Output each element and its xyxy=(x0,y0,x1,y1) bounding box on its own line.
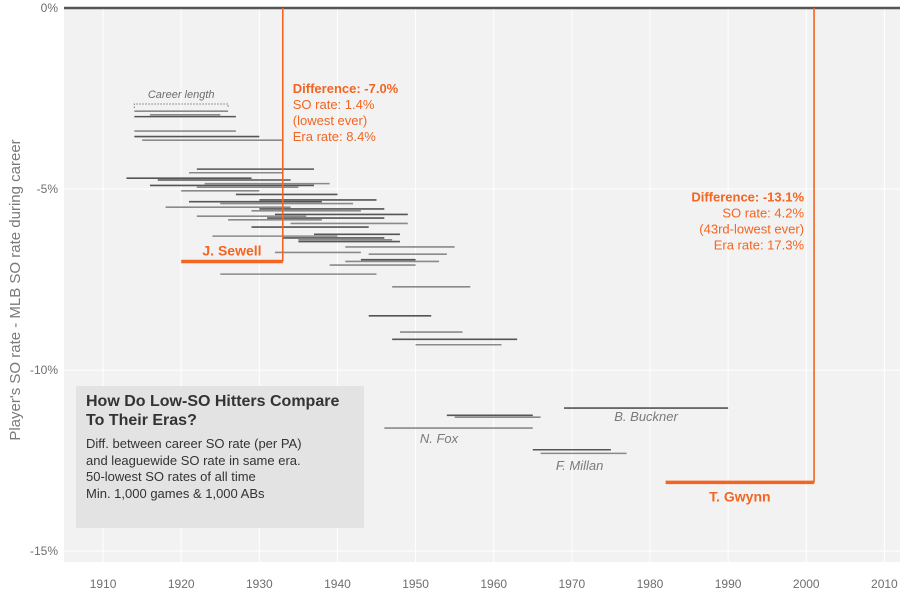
annotation-line: (43rd-lowest ever) xyxy=(699,222,804,237)
x-tick-label: 1960 xyxy=(480,577,507,591)
x-tick-label: 1930 xyxy=(246,577,273,591)
y-tick-label: -5% xyxy=(37,182,59,196)
player-name-label: B. Buckner xyxy=(614,409,678,424)
highlight-player-name: T. Gwynn xyxy=(709,488,770,504)
x-tick-label: 1910 xyxy=(90,577,117,591)
annotation-line: (lowest ever) xyxy=(293,113,367,128)
x-tick-label: 1970 xyxy=(558,577,585,591)
y-tick-label: -15% xyxy=(30,544,58,558)
y-axis-label: Player's SO rate - MLB SO rate during ca… xyxy=(7,139,24,440)
player-name-label: F. Millan xyxy=(556,458,603,473)
x-tick-label: 2010 xyxy=(871,577,898,591)
y-axis: 0% -5% -10% -15% xyxy=(30,1,58,558)
annotation-heading: Difference: -7.0% xyxy=(293,81,399,96)
x-tick-label: 1920 xyxy=(168,577,195,591)
annotation-line: Era rate: 17.3% xyxy=(714,238,805,253)
x-tick-label: 1980 xyxy=(637,577,664,591)
career-length-bracket xyxy=(133,103,229,108)
annotation-line: Era rate: 8.4% xyxy=(293,129,377,144)
chart-info-box: How Do Low-SO Hitters Compare To Their E… xyxy=(76,386,364,528)
annotation-line: SO rate: 4.2% xyxy=(722,206,804,221)
y-tick-label: 0% xyxy=(41,1,59,15)
x-tick-label: 1990 xyxy=(715,577,742,591)
highlight-lines xyxy=(181,8,815,485)
x-tick-label: 1950 xyxy=(402,577,429,591)
highlight-player-name: J. Sewell xyxy=(202,242,261,258)
player-name-label: N. Fox xyxy=(420,431,459,446)
x-tick-label: 2000 xyxy=(793,577,820,591)
subtitle-line-3: 50-lowest SO rates of all time xyxy=(86,469,256,484)
annotation-heading: Difference: -13.1% xyxy=(691,190,804,205)
annotation-line: SO rate: 1.4% xyxy=(293,97,375,112)
career-length-label: Career length xyxy=(148,89,215,101)
subtitle-line-1: Diff. between career SO rate (per PA) xyxy=(86,436,302,451)
subtitle-line-2: and leaguewide SO rate in same era. xyxy=(86,452,301,468)
subtitle-line-4: Min. 1,000 games & 1,000 ABs xyxy=(86,485,265,501)
x-tick-label: 1940 xyxy=(324,577,351,591)
x-axis: 1910 1920 1930 1940 1950 1960 1970 1980 1990 2000… xyxy=(90,577,898,591)
y-tick-label: -10% xyxy=(30,363,58,377)
chart-title: How Do Low-SO Hitters Compare To Their E… xyxy=(86,393,340,429)
career-lines: Career length xyxy=(126,89,729,455)
